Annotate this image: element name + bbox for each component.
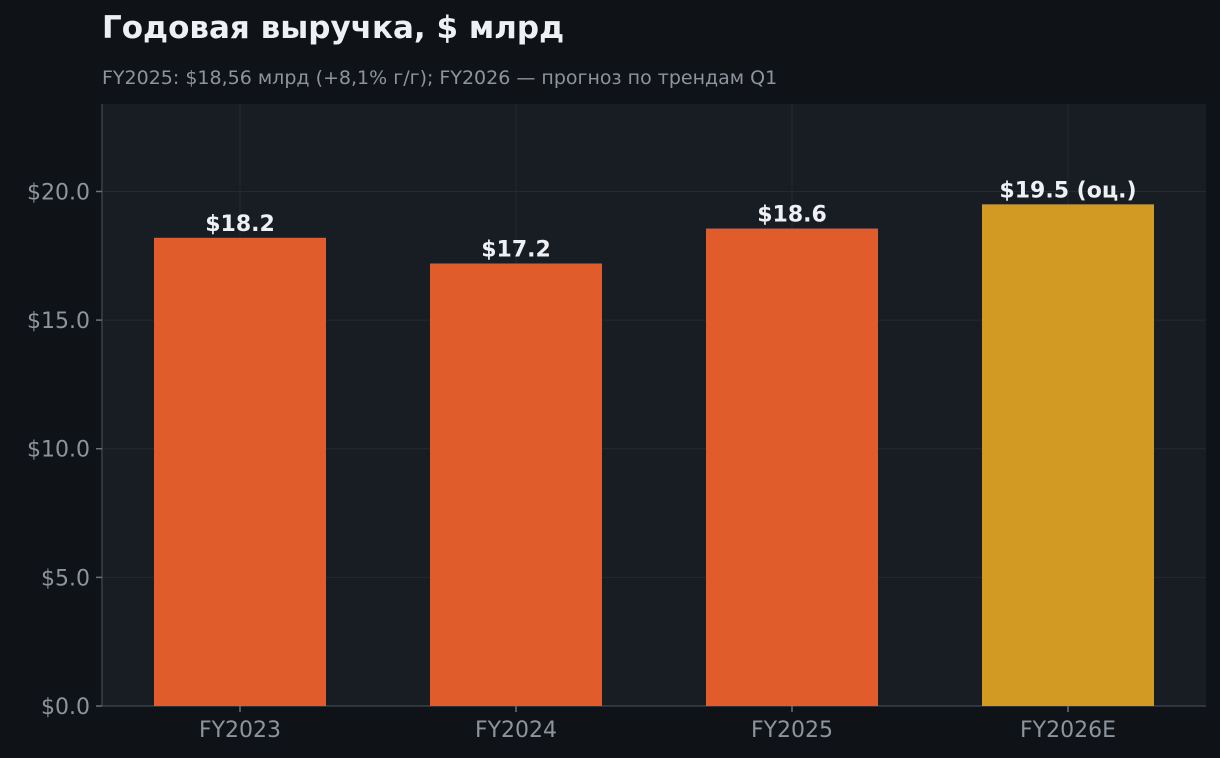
y-tick-label: $20.0 — [27, 180, 90, 205]
chart-subtitle: FY2025: $18,56 млрд (+8,1% г/г); FY2026 … — [102, 67, 777, 89]
y-tick-label: $10.0 — [27, 438, 90, 463]
bar-value-label: $18.6 — [757, 203, 827, 228]
data-labels: $18.2 $17.2 $18.6 $19.5 (оц.) — [205, 178, 1136, 262]
x-tick-label: FY2026E — [1020, 718, 1116, 743]
y-tick-label: $15.0 — [27, 309, 90, 334]
bar — [430, 263, 602, 706]
chart-title: Годовая выручка, $ млрд — [102, 10, 564, 46]
x-tick-label: FY2023 — [199, 718, 281, 743]
y-tick-label: $5.0 — [41, 566, 90, 591]
bar-value-label: $18.2 — [205, 212, 275, 237]
bar-value-label: $19.5 (оц.) — [999, 178, 1136, 203]
bars — [154, 204, 1154, 707]
bar-value-label: $17.2 — [481, 238, 551, 263]
y-axis-ticks: $0.0 $5.0 $10.0 $15.0 $20.0 — [27, 180, 102, 720]
x-axis-ticks: FY2023 FY2024 FY2025 FY2026E — [199, 706, 1116, 743]
x-tick-label: FY2025 — [751, 718, 833, 743]
x-tick-label: FY2024 — [475, 718, 557, 743]
bar — [154, 237, 326, 706]
bar-estimate — [982, 204, 1154, 707]
y-tick-label: $0.0 — [41, 695, 90, 720]
bar — [706, 228, 878, 706]
